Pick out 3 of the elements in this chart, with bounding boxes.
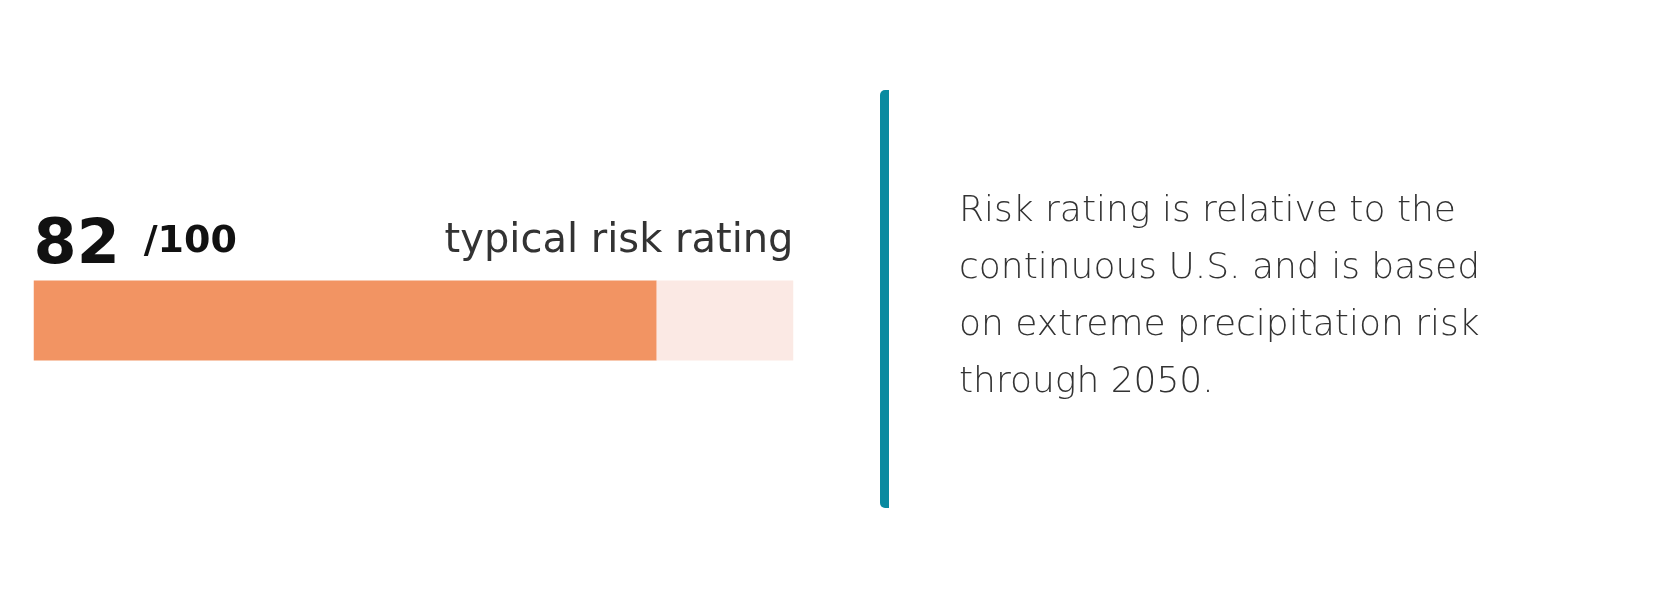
text: Risk rating is relative to the continuous U.S. and is based on extreme precipitation risk through 2050.	[959, 187, 1481, 402]
chart-title: typical risk rating	[444, 214, 794, 261]
data-label: 82 /100	[33, 204, 237, 278]
